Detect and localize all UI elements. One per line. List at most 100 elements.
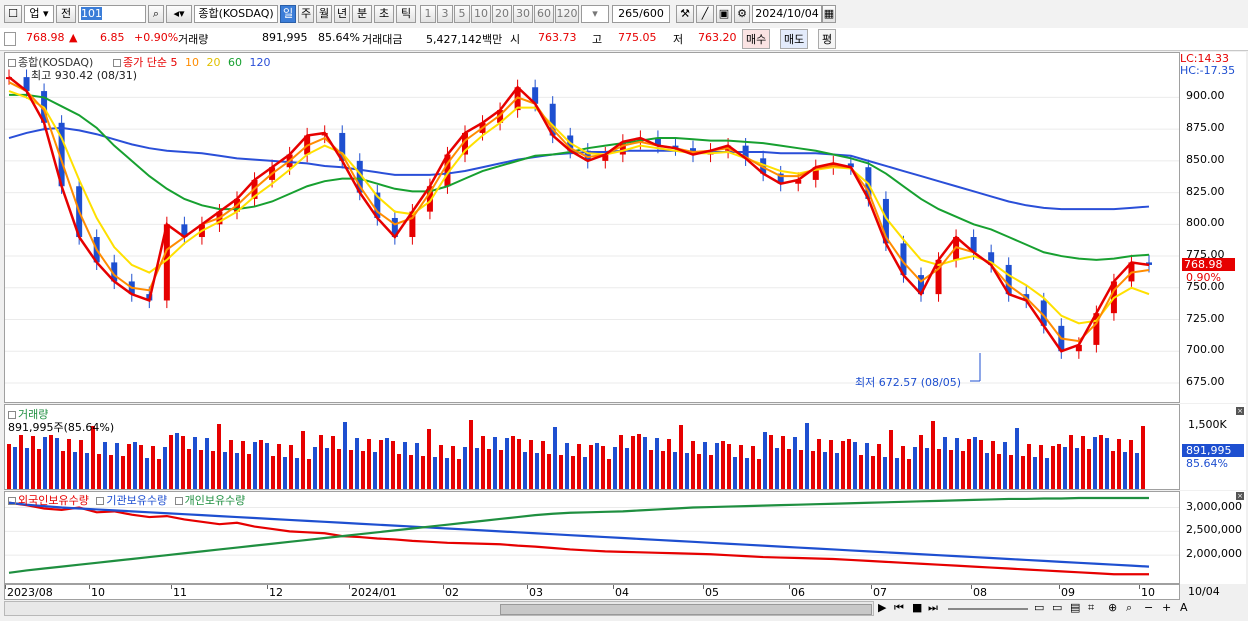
chart-scrollbar[interactable] [4,601,874,616]
zoom-in-icon[interactable]: ⊕ [1108,601,1118,614]
volume-bar [319,435,323,489]
period-year-tab[interactable]: 년 [334,5,350,23]
interval-120[interactable]: 120 [555,5,579,23]
volume-bar [499,450,503,489]
candle-body [426,186,433,212]
volume-bar [121,456,125,489]
interval-custom-select[interactable]: ▾ [581,5,609,23]
rewind-icon[interactable]: ⏮ [894,601,904,614]
period-week-tab[interactable]: 주 [298,5,314,23]
low-note: 최저 672.57 (08/05) [855,376,962,389]
interval-20[interactable]: 20 [492,5,512,23]
volume-bar [127,444,131,489]
plus-icon[interactable]: + [1162,601,1172,614]
volume-bar [1063,447,1067,489]
period-month-tab[interactable]: 월 [316,5,332,23]
line-tool-icon[interactable]: ╱ [696,5,714,23]
interval-3[interactable]: 3 [437,5,453,23]
zoom-out-icon[interactable]: ⌕ [1126,601,1133,614]
calendar-icon[interactable]: ▦ [822,5,836,23]
prev-button[interactable]: 전 [56,5,76,23]
holdings-panel[interactable]: 외국인보유수량 기관보유수량 개인보유수량 [4,491,1180,584]
interval-10[interactable]: 10 [471,5,491,23]
volume-chart-svg[interactable] [5,405,1179,489]
play-icon[interactable]: ▶ [878,601,887,614]
volume-bar [883,457,887,489]
stop-icon[interactable]: ■ [912,601,923,614]
speaker-icon[interactable]: ◂▾ [166,5,192,23]
search-icon[interactable]: ⌕ [148,5,164,23]
ma5-label: 5 [170,56,178,69]
volume-bar [1135,453,1139,489]
volume-bar [913,447,917,489]
price-chart-panel[interactable]: 종합(KOSDAQ) 종가 단순 5 10 20 60 120 최고 930.4… [4,52,1180,403]
count-field[interactable]: 265/600 [612,5,670,23]
candle-body [163,224,170,301]
period-tick-tab[interactable]: 틱 [396,5,416,23]
sell-button[interactable]: 매도 [780,29,809,49]
save-icon[interactable]: ▣ [716,5,732,23]
volume-bar [895,458,899,489]
font-size-icon[interactable]: A [1180,601,1188,614]
volume-bar [619,435,623,489]
crosshair-icon[interactable]: ⌗ [1088,601,1095,614]
interval-30[interactable]: 30 [513,5,533,23]
candle-body [619,141,626,155]
layout-icon[interactable]: ▭ [1034,601,1045,614]
info-toggle-icon[interactable] [4,32,16,46]
candle-body [777,173,784,184]
period-second-tab[interactable]: 초 [374,5,394,23]
period-day-tab[interactable]: 일 [280,5,296,23]
scrollbar-thumb[interactable] [500,604,872,615]
volume-bar [487,449,491,489]
volume-bar [601,446,605,489]
volume-panel[interactable]: 거래량 891,995주(85.64%) × [4,404,1244,490]
interval-60[interactable]: 60 [534,5,554,23]
volume-bar [385,438,389,489]
interval-5[interactable]: 5 [454,5,470,23]
holdings-chart-svg[interactable] [5,492,1179,583]
candle-body [602,154,609,161]
legend-box-icon [8,497,16,505]
settings-gear-icon[interactable]: ⚙ [734,5,750,23]
table-icon[interactable]: ▤ [1070,601,1081,614]
chart-tool-icon[interactable]: ⚒ [676,5,694,23]
volume-bar [337,449,341,489]
volume-bar [769,435,773,489]
zoom-slider[interactable] [948,608,1028,610]
volume-bar [247,454,251,489]
volume-bar [967,439,971,489]
volume-title-text: 거래량 [18,408,49,421]
volume-bar [709,455,713,489]
close-holdings-axis-icon[interactable]: × [1236,492,1244,500]
market-select[interactable]: 업 ▾ [24,5,54,23]
volume-bar [403,442,407,489]
code-input[interactable]: 101 [78,5,146,23]
volume-bar [433,457,437,489]
window-icon[interactable]: ☐ [4,5,22,23]
layout2-icon[interactable]: ▭ [1052,601,1063,614]
x-tick-mark [1059,585,1060,589]
date-field[interactable]: 2024/10/04 [752,5,822,23]
close-volume-axis-icon[interactable]: × [1236,407,1244,415]
market-select-value: 업 [29,7,40,20]
holdings-tick-label: 2,000,000 [1186,547,1242,561]
x-tick-mark [789,585,790,589]
volume-bar [727,444,731,489]
buy-button[interactable]: 매수 [742,29,771,49]
volume-bar [271,456,275,489]
volume-bar [577,444,581,489]
evaluate-button[interactable]: 평 [818,29,837,49]
volume-bar [367,439,371,489]
ma-legend: 종가 단순 5 10 20 60 120 [113,54,270,70]
volume-bar [1141,426,1145,489]
minus-icon[interactable]: − [1144,601,1154,614]
price-chart-svg[interactable] [5,53,1179,402]
interval-1[interactable]: 1 [420,5,436,23]
volume-bar [1057,444,1061,489]
period-minute-tab[interactable]: 분 [352,5,372,23]
x-tick-mark [349,585,350,589]
volume-current-pct: 85.64% [1186,457,1228,470]
volume-bar [67,439,71,489]
forward-icon[interactable]: ⏭ [928,601,938,614]
